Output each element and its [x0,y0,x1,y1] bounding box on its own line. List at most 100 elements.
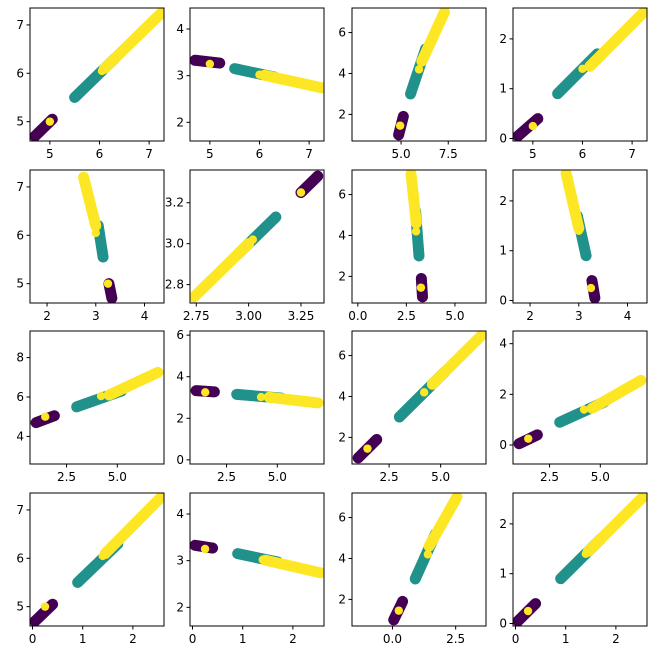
y-tick-label: 2 [176,115,184,129]
x-tick-label: 7 [145,147,153,161]
y-tick-label: 0 [499,438,507,452]
y-tick-label: 2 [499,387,507,401]
x-tick-label: 5 [206,147,214,161]
center-point [416,283,426,292]
y-tick-label: 2 [176,411,184,425]
y-tick-label: 7 [16,18,24,32]
x-tick-label: 2 [526,309,534,323]
y-tick-label: 2.8 [165,278,184,292]
y-tick-label: 5 [16,600,24,614]
center-point [586,283,596,293]
cluster-high [416,8,450,67]
subplot-2-3: 0.0 2.5 5.0 2 4 6 [338,169,487,323]
subplot-1-1: 5 6 7 5 6 7 [16,7,165,161]
y-tick-label: 1 [499,82,507,96]
plot-area [190,539,324,579]
x-tick-label: 0.0 [383,632,402,646]
y-tick-label: 6 [16,66,24,80]
y-tick-label: 2 [338,269,346,283]
y-tick-label: 4 [338,551,346,565]
axes-frame [189,492,325,627]
x-tick-label: 0.0 [348,309,367,323]
subplot-1-4: 5 6 7 0 1 2 [499,7,648,161]
subplot-3-2: 2.5 5.0 0 2 4 6 [176,328,325,484]
y-tick-label: 0 [499,294,507,308]
cluster-high [259,554,324,579]
center-point [414,65,424,74]
x-tick-label: 1 [239,632,247,646]
center-point [258,555,267,564]
x-tick-label: 4 [141,309,149,323]
x-tick-label: 2 [289,632,297,646]
x-tick-label: 3.00 [235,309,262,323]
axes-frame [351,169,487,304]
x-tick-label: 0 [29,632,37,646]
cluster-high [99,493,164,559]
y-tick-label: 2 [176,600,184,614]
x-tick-label: 2.5 [446,632,465,646]
x-tick-label: 3 [92,309,100,323]
y-tick-label: 6 [16,228,24,242]
cluster-high [103,366,164,401]
y-tick-label: 2 [499,32,507,46]
y-tick-label: 6 [338,188,346,202]
plot-area [513,8,647,141]
subplot-4-2: 0 1 2 2 3 4 [176,492,325,646]
center-point [419,388,429,397]
center-point [394,606,403,615]
y-tick-label: 2 [499,517,507,531]
center-point [411,227,421,236]
x-tick-label: 2 [43,309,51,323]
y-tick-label: 4 [338,66,346,80]
y-tick-label: 6 [338,349,346,363]
x-tick-label: 2 [129,632,137,646]
x-tick-label: 5.0 [591,470,610,484]
y-tick-label: 3 [176,69,184,83]
center-point [528,121,538,131]
axes-frame [189,7,325,142]
subplot-2-2: 2.75 3.00 3.25 2.8 3.0 3.2 [165,169,325,323]
cluster-high [423,493,463,552]
axes-frame [351,492,487,627]
cluster-high [263,391,324,409]
y-tick-label: 0 [499,132,507,146]
x-tick-label: 2.75 [183,309,210,323]
x-tick-label: 3.25 [288,309,315,323]
center-point [103,279,113,288]
center-point [578,64,587,73]
y-tick-label: 4 [176,507,184,521]
subplot-1-3: 5.0 7.5 2 4 6 [338,7,487,161]
subplot-3-4: 2.5 5.0 0 2 4 [499,330,648,484]
cluster-high [258,69,324,94]
x-tick-label: 5 [529,147,537,161]
center-point [574,226,583,235]
y-tick-label: 3.2 [165,196,184,210]
subplot-3-1: 2.5 5.0 4 6 8 [16,330,165,484]
plot-area [30,366,164,429]
center-point [581,549,590,558]
y-tick-label: 3 [176,554,184,568]
center-point [205,59,215,69]
center-point [96,391,106,401]
center-point [256,392,266,402]
cluster-high [582,493,647,557]
y-tick-label: 4 [176,22,184,36]
x-tick-label: 5.0 [108,470,127,484]
cluster-high [405,170,422,229]
y-tick-label: 1 [499,567,507,581]
y-tick-label: 4 [499,337,507,351]
cluster-high [560,170,585,234]
y-tick-label: 2 [338,430,346,444]
x-tick-label: 2.5 [380,470,399,484]
x-tick-label: 2.5 [397,309,416,323]
y-tick-label: 0 [176,453,184,467]
center-point [248,235,258,244]
center-point [523,606,533,616]
center-point [41,412,50,421]
axes-frame [351,330,487,465]
subplot-4-1: 0 1 2 5 6 7 [16,492,165,646]
center-point [296,188,306,197]
center-point [255,70,264,79]
subplot-3-3: 2.5 5.0 2 4 6 [338,330,487,484]
